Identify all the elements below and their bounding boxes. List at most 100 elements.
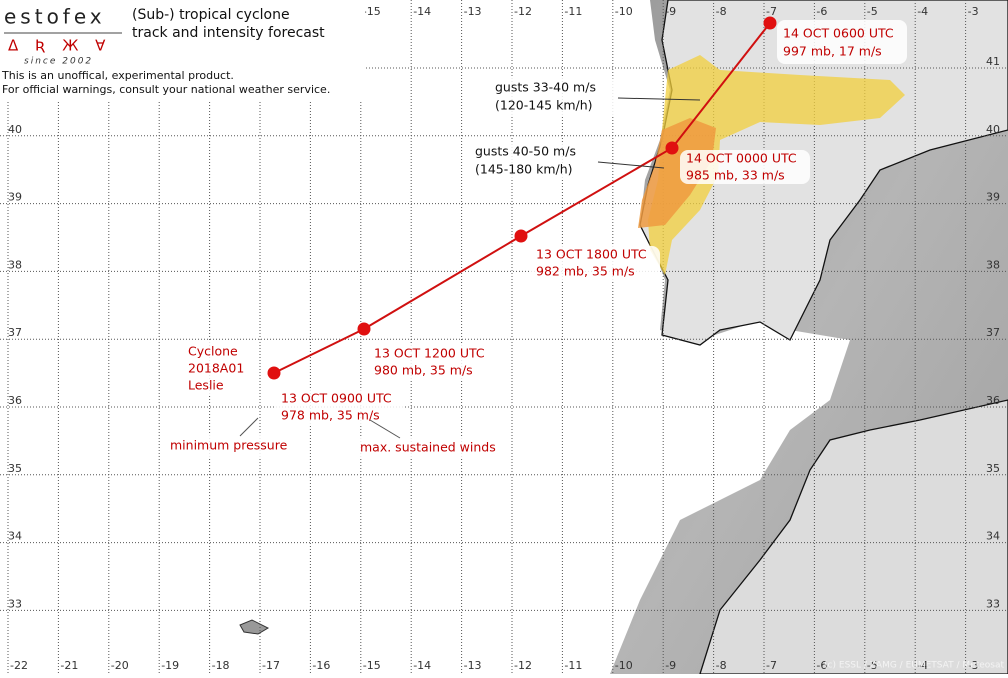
longitude-label: -3 — [968, 659, 979, 672]
latitude-label: 35 — [986, 462, 1000, 475]
longitude-label: -4 — [917, 659, 928, 672]
gust-kmh: (145-180 km/h) — [475, 162, 573, 177]
latitude-label: 36 — [986, 394, 1000, 407]
track-time: 13 OCT 1800 UTC — [536, 247, 647, 262]
latitude-label: 37 — [8, 326, 22, 339]
latitude-label: 34 — [8, 530, 22, 543]
track-point — [514, 229, 528, 243]
track-time: 14 OCT 0000 UTC — [686, 151, 797, 166]
longitude-label: -6 — [816, 659, 827, 672]
label-box — [183, 342, 253, 396]
pointer — [617, 97, 701, 101]
label-box — [777, 20, 907, 64]
track-point — [665, 141, 679, 155]
label-box — [165, 435, 300, 457]
longitude-label: -9 — [665, 5, 676, 18]
longitude-label: -13 — [464, 5, 482, 18]
latitude-label: 39 — [986, 191, 1000, 204]
madeira — [239, 619, 270, 635]
longitude-label: -11 — [564, 659, 582, 672]
track-point — [357, 322, 371, 336]
track-point — [763, 16, 777, 30]
latitude-label: 41 — [986, 55, 1000, 68]
track-details: 997 mb, 17 m/s — [783, 44, 882, 59]
latitude-label: 40 — [8, 123, 22, 136]
longitude-label: -12 — [514, 5, 532, 18]
pointer — [239, 417, 259, 437]
latitude-label: 39 — [8, 191, 22, 204]
label-box — [680, 150, 810, 184]
latitude-label: 35 — [8, 462, 22, 475]
longitude-label: -14 — [413, 5, 431, 18]
track-details: 978 mb, 35 m/s — [281, 408, 380, 423]
longitude-label: -21 — [60, 659, 78, 672]
latitude-label: 36 — [8, 394, 22, 407]
disclaimer: This is an unoffical, experimental produ… — [1, 69, 234, 82]
longitude-label: -17 — [262, 659, 280, 672]
gust-speed: gusts 40-50 m/s — [475, 144, 576, 159]
longitude-label: -7 — [766, 659, 777, 672]
credit: (c) ESSL / ZAMG / EUMETSAT / Meteosat — [824, 661, 1004, 671]
longitude-label: -16 — [312, 659, 330, 672]
since: since 2002 — [24, 57, 93, 67]
gust-speed: gusts 33-40 m/s — [495, 80, 596, 95]
track-time: 14 OCT 0600 UTC — [783, 26, 894, 41]
label-box — [355, 437, 505, 459]
track-details: 980 mb, 35 m/s — [374, 363, 473, 378]
logo-glyphs: Δ Ʀ Ж ∀ — [8, 37, 111, 55]
label-box — [275, 390, 405, 424]
logo: estofex — [4, 5, 106, 29]
latitude-label: 40 — [986, 123, 1000, 136]
longitude-label: -20 — [111, 659, 129, 672]
latitude-label: 38 — [986, 258, 1000, 271]
longitude-label: -12 — [514, 659, 532, 672]
longitude-label: -11 — [564, 5, 582, 18]
track-details: 985 mb, 33 m/s — [686, 168, 785, 183]
title-line: (Sub-) tropical cyclone — [132, 7, 290, 23]
longitude-label: -15 — [363, 5, 381, 18]
title-line: track and intensity forecast — [132, 25, 325, 41]
cyclone-name: Cyclone — [188, 344, 238, 359]
longitude-label: -7 — [766, 5, 777, 18]
longitude-label: -5 — [867, 5, 878, 18]
pointer — [369, 419, 401, 439]
longitude-label: -3 — [968, 5, 979, 18]
longitude-label: -8 — [716, 5, 727, 18]
africa — [699, 399, 1008, 675]
label-box — [490, 78, 618, 116]
cyclone-name: 2018A01 — [188, 361, 244, 376]
label-box — [368, 345, 498, 379]
longitude-label: -10 — [615, 659, 633, 672]
longitude-label: -6 — [816, 5, 827, 18]
disclaimer: For official warnings, consult your nati… — [2, 83, 330, 96]
longitude-label: -14 — [413, 659, 431, 672]
gust-kmh: (120-145 km/h) — [495, 98, 593, 113]
longitude-label: -8 — [716, 659, 727, 672]
legend-winds: max. sustained winds — [360, 440, 496, 455]
longitude-label: -18 — [212, 659, 230, 672]
gust-area-40-50 — [638, 118, 716, 228]
label-box — [530, 246, 660, 280]
header-box — [0, 0, 365, 100]
pointer — [597, 161, 665, 169]
gust-area-33-40 — [648, 55, 905, 275]
track-time: 13 OCT 1200 UTC — [374, 346, 485, 361]
latitude-label: 34 — [986, 530, 1000, 543]
cyclone-name: Leslie — [188, 378, 224, 393]
latitude-label: 33 — [8, 597, 22, 610]
legend-pressure: minimum pressure — [170, 438, 288, 453]
latitude-label: 37 — [986, 326, 1000, 339]
longitude-label: -19 — [161, 659, 179, 672]
track-time: 13 OCT 0900 UTC — [281, 391, 392, 406]
latitude-label: 38 — [8, 258, 22, 271]
longitude-label: -22 — [10, 659, 28, 672]
longitude-label: -15 — [363, 659, 381, 672]
longitude-label: -4 — [917, 5, 928, 18]
track-details: 982 mb, 35 m/s — [536, 264, 635, 279]
longitude-label: -10 — [615, 5, 633, 18]
longitude-label: -13 — [464, 659, 482, 672]
latitude-label: 33 — [986, 597, 1000, 610]
longitude-label: -5 — [867, 659, 878, 672]
longitude-label: -9 — [665, 659, 676, 672]
